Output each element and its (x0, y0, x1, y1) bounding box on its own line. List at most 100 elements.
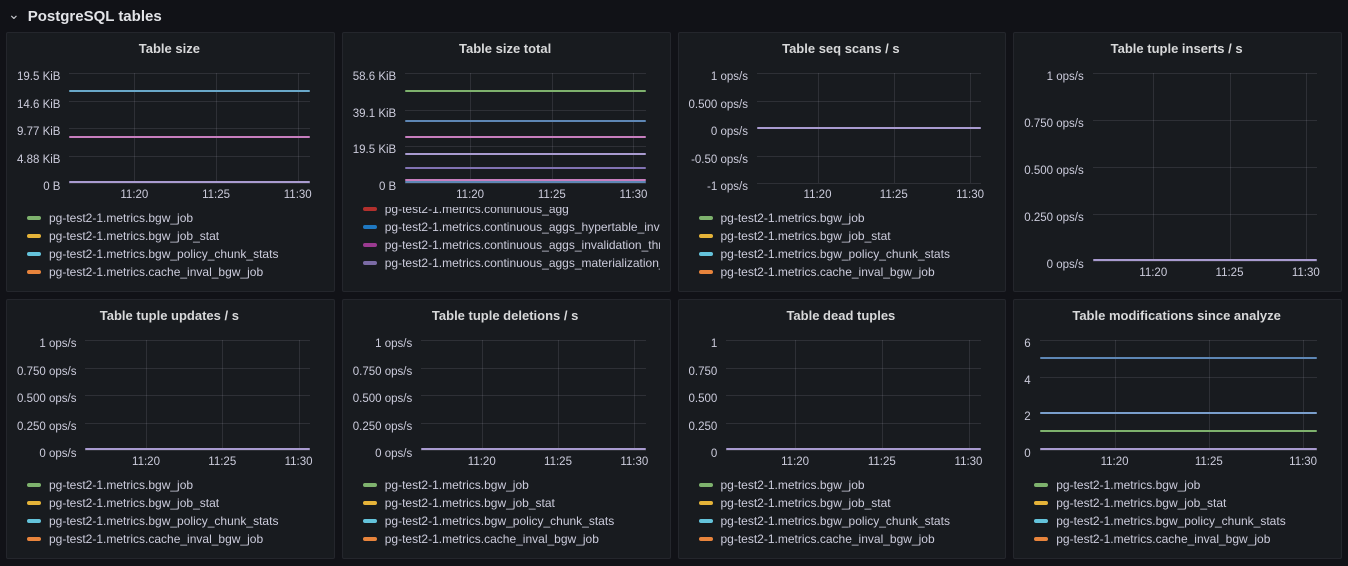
x-axis-label: 11:25 (879, 189, 908, 201)
legend-label: pg-test2-1.metrics.bgw_job (49, 211, 194, 225)
plot-canvas[interactable]: 11:20 11:25 11:30 (85, 340, 313, 468)
legend: pg-test2-1.metrics.bgw_job pg-test2-1.met… (1022, 474, 1331, 552)
y-axis-label: 0.750 ops/s (17, 365, 77, 378)
legend-item[interactable]: pg-test2-1.metrics.continuous_agg (362, 207, 660, 218)
legend-item[interactable]: pg-test2-1.metrics.bgw_job (27, 476, 324, 494)
row-header-postgresql-tables[interactable]: ⌄ PostgreSQL tables (0, 0, 1348, 32)
plot-canvas[interactable]: 11:20 11:25 11:30 (756, 73, 984, 201)
legend-item[interactable]: pg-test2-1.metrics.bgw_policy_chunk_stat… (1034, 512, 1331, 530)
y-axis-label: 0 ops/s (710, 126, 748, 138)
legend-item[interactable]: pg-test2-1.metrics.bgw_job (1034, 476, 1331, 494)
legend-item[interactable]: pg-test2-1.metrics.continuous_aggs_inval… (362, 236, 660, 254)
legend-color-swatch (27, 501, 41, 505)
gridline-horizontal (726, 450, 982, 451)
plot-row: 1 ops/s 0.750 ops/s 0.500 ops/s 0.250 ops/s… (351, 328, 660, 474)
legend-label: pg-test2-1.metrics.cache_inval_bgw_job (49, 532, 264, 546)
legend-item[interactable]: pg-test2-1.metrics.continuous_aggs_hyper… (362, 218, 660, 236)
plot-canvas[interactable]: 11:20 11:25 11:30 (1092, 73, 1320, 279)
legend-color-swatch (698, 483, 713, 487)
panel-title[interactable]: Table size (138, 41, 200, 56)
y-axis-label: 2 (1024, 411, 1031, 424)
legend-label: pg-test2-1.metrics.bgw_policy_chunk_stat… (384, 514, 615, 528)
y-axis-label: 0 ops/s (1046, 259, 1084, 271)
legend-item[interactable]: pg-test2-1.metrics.bgw_policy_chunk_stat… (698, 245, 996, 263)
legend-item[interactable]: pg-test2-1.metrics.bgw_job_stat (698, 494, 996, 512)
plot-canvas[interactable]: 11:20 11:25 11:30 (726, 340, 982, 468)
legend-item[interactable]: pg-test2-1.metrics.bgw_policy_chunk_stat… (27, 512, 324, 530)
legend-color-swatch (27, 519, 41, 523)
legend-item[interactable]: pg-test2-1.metrics.cache_inval_bgw_job (362, 530, 660, 548)
plot-canvas[interactable]: 11:20 11:25 11:30 (405, 73, 647, 201)
legend-label: pg-test2-1.metrics.continuous_agg (384, 207, 569, 216)
legend-color-swatch (1034, 501, 1049, 505)
legend-item[interactable]: pg-test2-1.metrics.bgw_policy_chunk_stat… (698, 512, 996, 530)
legend-item[interactable]: pg-test2-1.metrics.bgw_job (27, 209, 324, 227)
legend-label: pg-test2-1.metrics.bgw_policy_chunk_stat… (49, 247, 279, 261)
legend-item[interactable]: pg-test2-1.metrics.cache_inval_bgw_job (698, 530, 996, 548)
gridline-vertical (551, 73, 553, 183)
y-axis-label: 0.750 (688, 365, 718, 378)
series-line (405, 167, 646, 170)
legend-item[interactable]: pg-test2-1.metrics.bgw_job (698, 209, 996, 227)
plot-canvas[interactable]: 11:20 11:25 11:30 (1039, 340, 1317, 468)
legend-color-swatch (698, 216, 713, 220)
y-axis-label: 0 B (43, 181, 61, 193)
panel-title[interactable]: Table seq scans / s (782, 41, 900, 56)
panel-title[interactable]: Table size total (459, 41, 552, 56)
legend-item[interactable]: pg-test2-1.metrics.continuous_aggs_mater… (362, 254, 660, 272)
panel-title[interactable]: Table tuple deletions / s (431, 308, 579, 323)
legend-item[interactable]: pg-test2-1.metrics.bgw_policy_chunk_stat… (27, 245, 324, 263)
legend-item[interactable]: pg-test2-1.metrics.cache_inval_bgw_job (698, 263, 996, 281)
gridline-vertical (216, 73, 218, 183)
y-axis-label: 0.750 ops/s (352, 365, 413, 378)
legend-item[interactable]: pg-test2-1.metrics.bgw_job_stat (27, 494, 324, 512)
legend-item[interactable]: pg-test2-1.metrics.cache_inval_bgw_job (27, 530, 324, 548)
panel-table-tuple-updates-s: Table tuple updates / s 1 ops/s 0.750 ops/… (6, 299, 335, 559)
panel-title[interactable]: Table dead tuples (786, 308, 896, 323)
gridline-horizontal (405, 73, 646, 74)
legend-color-swatch (698, 252, 713, 256)
legend-item[interactable]: pg-test2-1.metrics.bgw_job_stat (27, 227, 324, 245)
legend-item[interactable]: pg-test2-1.metrics.bgw_job_stat (1034, 494, 1331, 512)
panel-title[interactable]: Table tuple updates / s (99, 308, 239, 323)
y-axis-label: 58.6 KiB (352, 71, 397, 83)
plot-canvas[interactable]: 11:20 11:25 11:30 (69, 73, 312, 201)
y-axis: 1 ops/s 0.500 ops/s 0 ops/s -0.50 ops/s -1 o… (689, 71, 757, 193)
series-line (756, 126, 982, 129)
x-axis-label: 11:25 (208, 456, 237, 468)
x-axis-label: 11:25 (867, 456, 896, 468)
legend-label: pg-test2-1.metrics.continuous_aggs_mater… (384, 256, 660, 270)
gridline-horizontal (756, 128, 982, 129)
legend-color-swatch (698, 234, 713, 238)
panel-title[interactable]: Table modifications since analyze (1072, 308, 1281, 323)
legend-item[interactable]: pg-test2-1.metrics.bgw_job_stat (362, 494, 660, 512)
y-axis-label: 1 ops/s (1046, 71, 1084, 83)
y-axis-label: 0.250 ops/s (1024, 212, 1084, 224)
legend-color-swatch (27, 483, 41, 487)
gridline-horizontal (756, 100, 982, 102)
legend-item[interactable]: pg-test2-1.metrics.bgw_job_stat (698, 227, 996, 245)
legend-item[interactable]: pg-test2-1.metrics.cache_inval_bgw_job (27, 263, 324, 281)
legend-color-swatch (362, 225, 377, 229)
legend-item[interactable]: pg-test2-1.metrics.bgw_policy_chunk_stat… (362, 512, 660, 530)
series-line (405, 120, 646, 123)
plot-canvas[interactable]: 11:20 11:25 11:30 (421, 340, 648, 468)
legend-item[interactable]: pg-test2-1.metrics.cache_inval_bgw_job (1034, 530, 1331, 548)
series-line (85, 448, 310, 451)
y-axis-label: 14.6 KiB (17, 98, 61, 111)
series-line (69, 180, 310, 183)
legend-item[interactable]: pg-test2-1.metrics.bgw_job (362, 476, 660, 494)
legend-label: pg-test2-1.metrics.bgw_policy_chunk_stat… (720, 514, 950, 528)
plot-row: 1 ops/s 0.500 ops/s 0 ops/s -0.50 ops/s -1 o… (687, 61, 996, 207)
gridline-vertical (881, 340, 883, 450)
series-line (1039, 356, 1317, 359)
legend-label: pg-test2-1.metrics.bgw_policy_chunk_stat… (1056, 514, 1286, 528)
panel-table-tuple-deletions-s: Table tuple deletions / s 1 ops/s 0.750 op… (341, 299, 671, 559)
panel-table-size-total: Table size total 58.6 KiB 39.1 KiB 19.5 KiB… (341, 32, 671, 292)
y-axis-label: -1 ops/s (707, 181, 748, 193)
gridline-vertical (222, 340, 224, 450)
panel-title[interactable]: Table tuple inserts / s (1110, 41, 1243, 56)
series-line (1092, 258, 1317, 261)
legend-item[interactable]: pg-test2-1.metrics.bgw_job (698, 476, 996, 494)
legend-label: pg-test2-1.metrics.bgw_job_stat (384, 496, 555, 510)
